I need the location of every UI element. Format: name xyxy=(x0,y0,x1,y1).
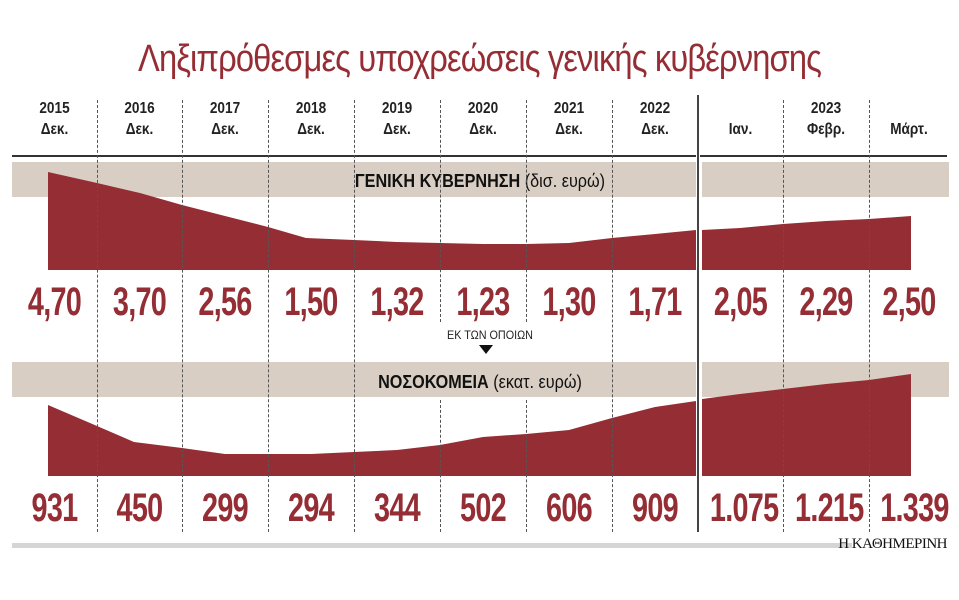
down-triangle-icon xyxy=(479,345,493,354)
government-value: 1,32 xyxy=(370,280,424,324)
column-header: 2019 Δεκ. xyxy=(360,98,433,140)
hospitals-value: 909 xyxy=(632,486,679,530)
government-area-2023 xyxy=(702,216,911,270)
hospitals-value: 931 xyxy=(31,486,79,530)
header-month: Δεκ. xyxy=(297,121,325,138)
government-value: 1,50 xyxy=(284,280,338,324)
column-divider xyxy=(783,100,784,532)
hospitals-value: 1.339 xyxy=(880,486,949,530)
hospitals-value: 344 xyxy=(374,486,421,530)
government-value: 4,70 xyxy=(27,280,82,324)
column-header: 2016 Δεκ. xyxy=(103,98,175,140)
column-header: 2021 Δεκ. xyxy=(532,98,605,140)
government-value: 1,71 xyxy=(628,280,682,324)
column-divider xyxy=(440,400,441,532)
header-year: 2022 xyxy=(639,100,671,117)
footer-rule xyxy=(370,543,852,548)
column-header: 2015 Δεκ. xyxy=(18,98,90,140)
government-value: 2,56 xyxy=(198,280,252,324)
government-band-2023 xyxy=(702,162,949,197)
source-credit: Η ΚΑΘΗΜΕΡΙΝΗ xyxy=(838,536,947,552)
chart-title: Ληξιπρόθεσμες υποχρεώσεις γενικής κυβέρν… xyxy=(137,38,822,80)
period-divider xyxy=(697,95,699,532)
column-divider xyxy=(440,100,441,322)
column-header: 2023 Φεβρ. xyxy=(789,98,862,140)
government-area xyxy=(48,172,696,270)
header-year: 2021 xyxy=(553,100,585,117)
government-value: 2,05 xyxy=(713,280,768,324)
hospitals-value: 502 xyxy=(460,486,507,530)
column-header: 2018 Δεκ. xyxy=(274,98,347,140)
header-year: 2018 xyxy=(295,100,327,117)
column-header: 2020 Δεκ. xyxy=(446,98,519,140)
hospitals-value: 294 xyxy=(288,486,335,530)
header-year: 2016 xyxy=(124,100,155,117)
column-divider xyxy=(354,100,355,532)
government-value: 2,29 xyxy=(799,280,853,324)
government-value: 1,30 xyxy=(542,280,596,324)
hospitals-title: ΝΟΣΟΚΟΜΕΙΑ xyxy=(378,372,489,392)
hospitals-value: 1.215 xyxy=(795,486,864,530)
column-divider xyxy=(268,100,269,532)
column-divider xyxy=(182,100,183,532)
hospitals-value: 606 xyxy=(546,486,593,530)
header-month: Δεκ. xyxy=(40,121,69,138)
hospitals-value: 299 xyxy=(202,486,249,530)
header-year: 2023 xyxy=(810,100,842,117)
header-divider xyxy=(700,155,947,157)
hospitals-area xyxy=(48,401,696,476)
government-unit: (δισ. ευρώ) xyxy=(524,171,606,191)
header-month: Δεκ. xyxy=(211,121,239,138)
hospitals-value: 450 xyxy=(116,486,164,530)
column-divider xyxy=(869,100,870,532)
header-year: 2015 xyxy=(39,100,70,117)
header-year: 2019 xyxy=(381,100,413,117)
government-value: 1,23 xyxy=(456,280,510,324)
header-month: Ιαν. xyxy=(728,121,753,138)
government-band-label: ΓΕΝΙΚΗ ΚΥΒΕΡΝΗΣΗ (δισ. ευρώ) xyxy=(282,171,678,192)
government-value: 3,70 xyxy=(112,280,167,324)
header-month: Δεκ. xyxy=(555,121,583,138)
header-month: Δεκ. xyxy=(383,121,411,138)
connector-label: ΕΚ ΤΩΝ ΟΠΟΙΩΝ xyxy=(447,328,533,342)
hospitals-band-label: ΝΟΣΟΚΟΜΕΙΑ (εκατ. ευρώ) xyxy=(282,372,678,393)
header-month: Δεκ. xyxy=(469,121,497,138)
hospitals-unit: (εκατ. ευρώ) xyxy=(493,372,582,392)
government-title: ΓΕΝΙΚΗ ΚΥΒΕΡΝΗΣΗ xyxy=(354,171,521,191)
header-month: Φεβρ. xyxy=(806,121,846,138)
footer-rule xyxy=(12,543,370,548)
column-header: 2017 Δεκ. xyxy=(188,98,261,140)
hospitals-area-2023 xyxy=(702,374,911,476)
column-divider xyxy=(526,100,527,322)
header-month: Μάρτ. xyxy=(890,121,928,138)
column-header: Ιαν. xyxy=(704,98,776,140)
government-value: 2,50 xyxy=(882,280,936,324)
hospitals-value: 1.075 xyxy=(709,486,779,530)
header-month: Δεκ. xyxy=(125,121,154,138)
column-divider xyxy=(97,100,98,532)
column-header: Μάρτ. xyxy=(875,98,943,140)
column-header: 2022 Δεκ. xyxy=(618,98,691,140)
header-year: 2020 xyxy=(467,100,499,117)
header-year: 2017 xyxy=(209,100,241,117)
header-month: Δεκ. xyxy=(641,121,669,138)
column-divider xyxy=(526,400,527,532)
column-divider xyxy=(612,100,613,532)
